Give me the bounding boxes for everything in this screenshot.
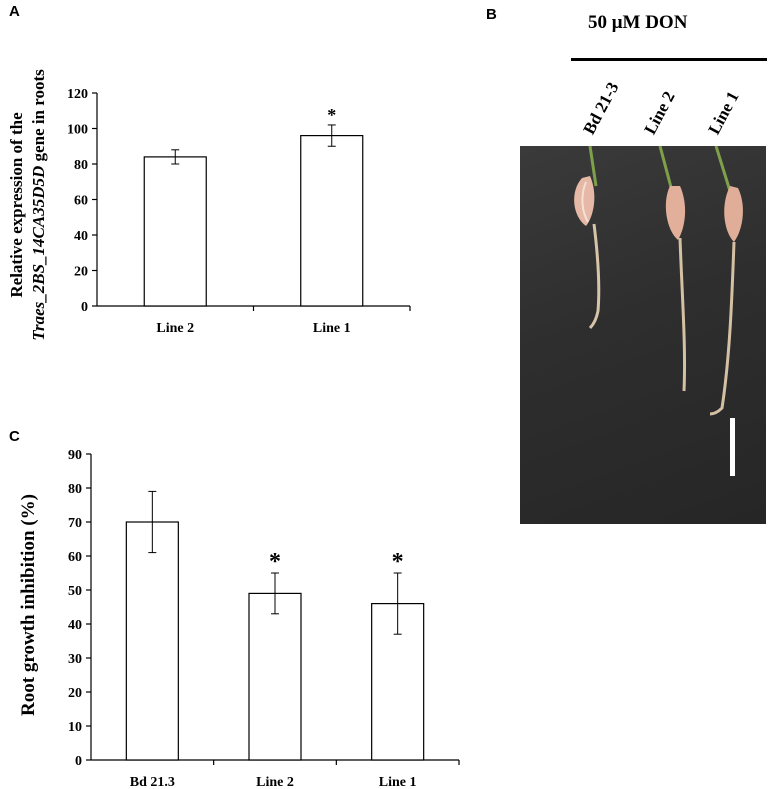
lane-label-line1: Line 1 bbox=[704, 88, 743, 138]
seedling-bd21-3 bbox=[574, 146, 601, 330]
treatment-label: 50 μM DON bbox=[588, 12, 688, 33]
y-tick-label: 20 bbox=[74, 265, 88, 280]
y-tick-label: 0 bbox=[81, 300, 88, 315]
chart-a-ylabel-gene: Traes_2BS_14CA35D5D bbox=[29, 166, 48, 341]
y-tick-label: 80 bbox=[68, 482, 82, 497]
y-tick-label: 90 bbox=[68, 448, 82, 463]
seedlings-illustration bbox=[574, 146, 743, 476]
chart-a: Relative expression of the Traes_2BS_14C… bbox=[7, 69, 411, 341]
bar bbox=[143, 156, 207, 307]
y-tick-label: 50 bbox=[68, 584, 82, 599]
significance-marker: * bbox=[327, 105, 336, 125]
y-tick-label: 30 bbox=[68, 652, 82, 667]
bar bbox=[248, 592, 302, 761]
panel-letter-a: A bbox=[9, 3, 20, 20]
y-tick-label: 40 bbox=[68, 618, 82, 633]
seedling-line2 bbox=[658, 146, 687, 392]
category-label: Line 2 bbox=[156, 321, 194, 336]
panel-letter-c: C bbox=[9, 428, 20, 445]
significance-marker: * bbox=[392, 549, 404, 575]
y-tick-label: 60 bbox=[74, 194, 88, 209]
chart-a-ylabel-rest: gene in roots bbox=[29, 69, 48, 166]
chart-c-ylabel: Root growth inhibition (%) bbox=[18, 494, 39, 716]
lane-label-bd21-3: Bd 21-3 bbox=[579, 78, 623, 138]
y-tick-label: 0 bbox=[75, 754, 82, 769]
chart-c: Root growth inhibition (%) 0 10 20 30 40 50 60… bbox=[18, 448, 460, 789]
category-label: Line 2 bbox=[256, 775, 294, 789]
category-label: Line 1 bbox=[379, 775, 417, 789]
y-tick-label: 40 bbox=[74, 229, 88, 244]
y-tick-label: 100 bbox=[67, 123, 88, 138]
chart-a-ylabel-line1: Relative expression of the bbox=[7, 112, 26, 298]
panel-letter-b: B bbox=[486, 6, 497, 23]
y-tick-label: 10 bbox=[68, 720, 82, 735]
category-label: Line 1 bbox=[313, 321, 351, 336]
y-tick-label: 60 bbox=[68, 550, 82, 565]
lane-label-line2: Line 2 bbox=[640, 88, 679, 138]
scale-bar bbox=[730, 418, 735, 476]
y-tick-label: 80 bbox=[74, 158, 88, 173]
y-tick-label: 20 bbox=[68, 686, 82, 701]
bar bbox=[125, 521, 179, 761]
significance-marker: * bbox=[269, 549, 281, 575]
seedling-photo bbox=[520, 146, 766, 524]
chart-a-ylabel: Relative expression of the bbox=[7, 112, 26, 298]
chart-a-ylabel-2: Traes_2BS_14CA35D5D gene in roots bbox=[29, 69, 48, 341]
y-tick-label: 120 bbox=[67, 87, 88, 102]
category-label: Bd 21.3 bbox=[130, 775, 175, 789]
bar bbox=[300, 135, 364, 307]
treatment-bracket bbox=[571, 58, 767, 61]
seedling-line1 bbox=[709, 146, 743, 416]
y-tick-label: 70 bbox=[68, 516, 82, 531]
